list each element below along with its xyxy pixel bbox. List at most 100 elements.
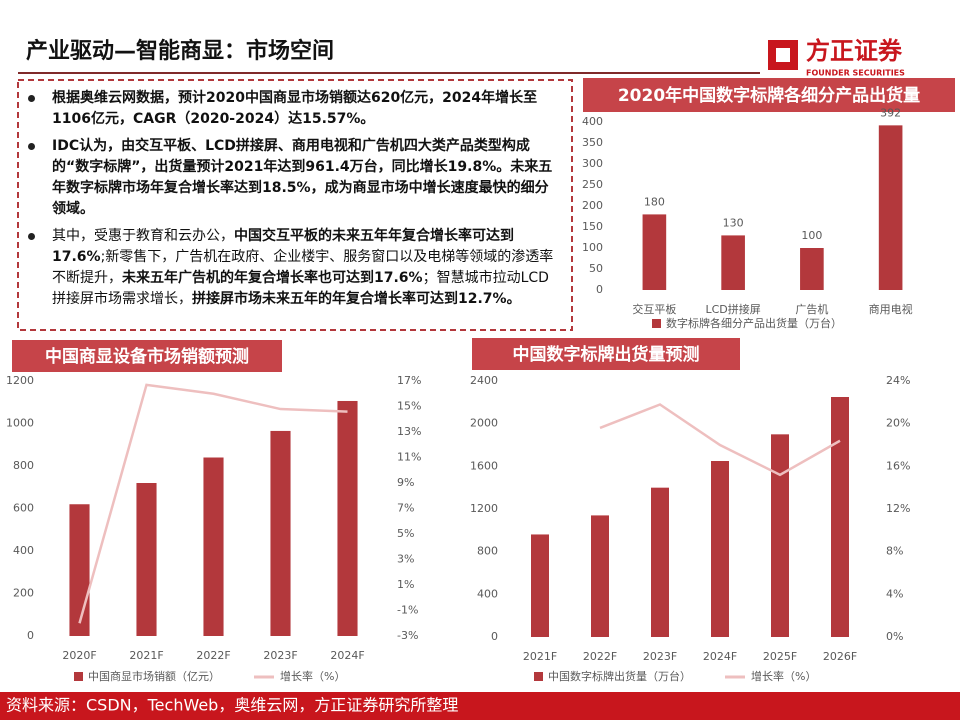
bar bbox=[711, 461, 729, 637]
x-tick-label: 广告机 bbox=[795, 302, 828, 316]
growth-line bbox=[599, 403, 841, 477]
bar bbox=[831, 397, 849, 637]
y-tick-label: 100 bbox=[582, 241, 603, 254]
bullet: IDC认为，由交互平板、LCD拼接屏、商用电视和广告机四大类产品类型构成的“数字… bbox=[22, 136, 562, 220]
y-tick-label: 400 bbox=[13, 544, 34, 557]
bar bbox=[69, 504, 90, 636]
footer-source: 资料来源：CSDN，TechWeb，奥维云网，方正证券研究所整理 bbox=[6, 696, 458, 715]
x-tick-label: 2023F bbox=[263, 649, 297, 662]
chart-banner bbox=[472, 338, 740, 370]
bar bbox=[337, 400, 358, 636]
bullet-text: 拼接屏市场未来五年的年复合增长率可达到12.7%。 bbox=[192, 291, 521, 307]
x-tick-label: 交互平板 bbox=[632, 302, 676, 316]
legend-swatch bbox=[652, 319, 661, 328]
y-tick-label: 0 bbox=[491, 630, 498, 643]
y2-tick-label: 5% bbox=[397, 527, 414, 540]
y-tick-label: 250 bbox=[582, 178, 603, 191]
y-tick-label: 200 bbox=[582, 199, 603, 212]
y-tick-label: 400 bbox=[582, 115, 603, 128]
x-tick-label: 2022F bbox=[196, 649, 230, 662]
y2-tick-label: 3% bbox=[397, 553, 414, 566]
y-tick-label: 800 bbox=[13, 459, 34, 472]
x-tick-label: 2021F bbox=[129, 649, 163, 662]
y2-tick-label: 17% bbox=[397, 374, 421, 387]
bar bbox=[531, 534, 549, 637]
y-tick-label: 1600 bbox=[470, 459, 498, 472]
bar bbox=[878, 125, 903, 290]
x-tick-label: 2020F bbox=[62, 649, 96, 662]
y-tick-label: 150 bbox=[582, 220, 603, 233]
footer-bar bbox=[0, 692, 960, 720]
logo-subtitle: FOUNDER SECURITIES bbox=[806, 69, 905, 78]
bullet: 其中，受惠于教育和云办公，中国交互平板的未来五年年复合增长率可达到17.6%;新… bbox=[22, 226, 562, 310]
legend-swatch bbox=[74, 672, 83, 681]
growth-line bbox=[78, 383, 348, 624]
y2-tick-label: -1% bbox=[397, 604, 418, 617]
y-tick-label: 0 bbox=[596, 283, 603, 296]
bar bbox=[642, 214, 667, 290]
x-tick-label: 商用电视 bbox=[869, 302, 913, 316]
y2-tick-label: 1% bbox=[397, 578, 414, 591]
y2-tick-label: 0% bbox=[886, 630, 903, 643]
y-tick-label: 400 bbox=[477, 587, 498, 600]
y-tick-label: 2000 bbox=[470, 417, 498, 430]
y-tick-label: 350 bbox=[582, 136, 603, 149]
bar bbox=[651, 487, 669, 637]
y2-tick-label: 24% bbox=[886, 374, 910, 387]
chart-title: 中国商显设备市场销额预测 bbox=[45, 346, 249, 367]
bullet-box bbox=[17, 79, 573, 331]
y-tick-label: 1200 bbox=[6, 374, 34, 387]
bullet-list: 根据奥维云网数据，预计2020中国商显市场销额达620亿元，2024年增长至11… bbox=[22, 88, 562, 316]
slide-title: 产业驱动—智能商显：市场空间 bbox=[26, 38, 334, 64]
y2-tick-label: 12% bbox=[886, 502, 910, 515]
bullet: 根据奥维云网数据，预计2020中国商显市场销额达620亿元，2024年增长至11… bbox=[22, 88, 562, 130]
y-tick-label: 1200 bbox=[470, 502, 498, 515]
logo-name: 方正证券 bbox=[806, 37, 903, 65]
y2-tick-label: 4% bbox=[886, 587, 903, 600]
bullet-text: 其中，受惠于教育和云办公， bbox=[52, 228, 234, 244]
x-tick-label: LCD拼接屏 bbox=[705, 302, 760, 316]
bullet-text: IDC认为，由交互平板、LCD拼接屏、商用电视和广告机四大类产品类型构成的“数字… bbox=[52, 138, 553, 217]
y2-tick-label: 9% bbox=[397, 476, 414, 489]
bar bbox=[591, 515, 609, 637]
chart-banner bbox=[12, 340, 282, 372]
legend-label: 数字标牌各细分产品出货量（万台） bbox=[666, 316, 842, 330]
x-tick-label: 2024F bbox=[330, 649, 364, 662]
x-tick-label: 2021F bbox=[523, 650, 557, 663]
y2-tick-label: 15% bbox=[397, 400, 421, 413]
bar bbox=[800, 248, 824, 290]
y-tick-label: 600 bbox=[13, 502, 34, 515]
legend-label: 中国数字标牌出货量（万台） bbox=[548, 669, 691, 683]
y2-tick-label: 20% bbox=[886, 417, 910, 430]
bullet-text: ；智慧城市拉动LCD拼接屏市场需求增长， bbox=[52, 270, 549, 307]
data-label: 130 bbox=[723, 216, 744, 229]
y-tick-label: 50 bbox=[589, 262, 603, 275]
y2-tick-label: 11% bbox=[397, 451, 421, 464]
bar bbox=[771, 434, 789, 637]
bullet-text: 未来五年广告机的年复合增长率也可达到17.6% bbox=[122, 270, 423, 286]
legend-label: 增长率（%） bbox=[751, 669, 816, 683]
y-tick-label: 2400 bbox=[470, 374, 498, 387]
y-tick-label: 200 bbox=[13, 587, 34, 600]
chart-title: 2020年中国数字标牌各细分产品出货量 bbox=[618, 85, 920, 106]
bar bbox=[203, 457, 224, 636]
y-tick-label: 300 bbox=[582, 157, 603, 170]
y-tick-label: 1000 bbox=[6, 417, 34, 430]
bar bbox=[721, 235, 745, 290]
y-tick-label: 0 bbox=[27, 629, 34, 642]
data-label: 100 bbox=[801, 229, 822, 242]
bullet-text: ;新零售下，广告机在政府、企业楼宇、服务窗口以及电梯等领域的渗透率不断提升， bbox=[52, 249, 554, 286]
logo-icon-inner bbox=[776, 48, 790, 62]
y-tick-label: 800 bbox=[477, 545, 498, 558]
data-label: 392 bbox=[880, 106, 901, 119]
legend-label: 增长率（%） bbox=[280, 669, 345, 683]
x-tick-label: 2025F bbox=[763, 650, 797, 663]
bar bbox=[136, 483, 157, 636]
chart-banner bbox=[583, 78, 955, 112]
y2-tick-label: 16% bbox=[886, 459, 910, 472]
bar bbox=[270, 430, 291, 636]
bullet-text: 中国交互平板的未来五年年复合增长率可达到17.6% bbox=[52, 228, 514, 265]
x-tick-label: 2026F bbox=[823, 650, 857, 663]
